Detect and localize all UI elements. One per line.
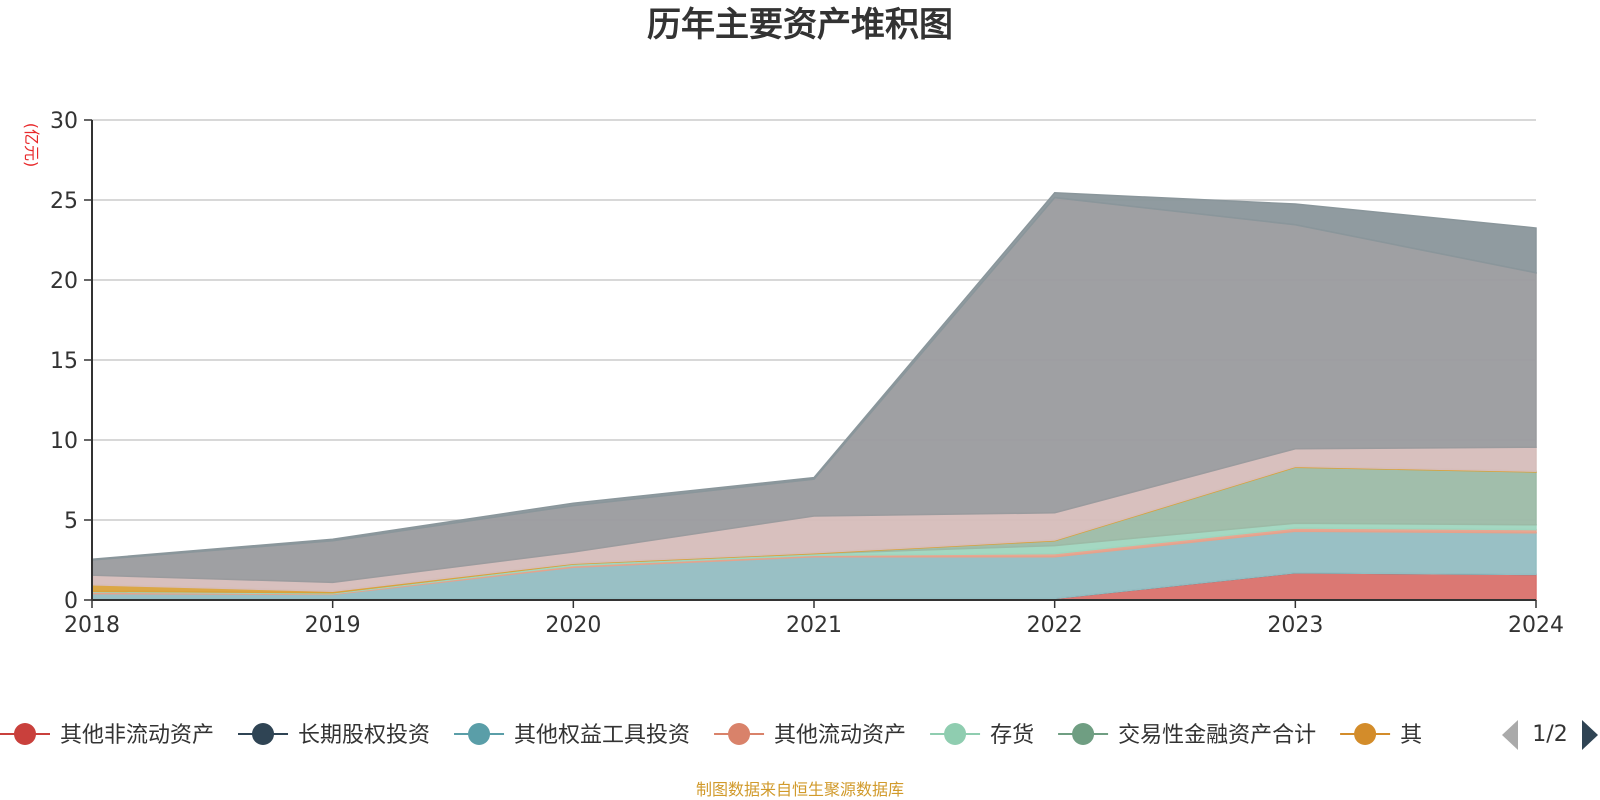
x-tick-label: 2019 [305,613,361,638]
legend-page-indicator: 1/2 [1532,722,1567,747]
y-tick-label: 30 [50,109,78,134]
x-tick-label: 2021 [786,613,842,638]
y-tick-label: 0 [64,589,78,614]
chart-title: 历年主要资产堆积图 [647,5,953,45]
legend-item[interactable]: 交易性金融资产合计 [1058,723,1316,748]
legend-marker-icon [468,723,491,745]
legend-label: 其他非流动资产 [60,723,214,748]
legend-marker-icon [728,723,751,745]
y-tick-label: 15 [50,349,78,374]
legend: 其他非流动资产 长期股权投资 其他权益工具投资 其他流动资产 存货 交易性金融资产合计 其 [0,723,1422,748]
legend-marker-icon [944,723,967,745]
legend-item[interactable]: 其他权益工具投资 [454,723,690,748]
legend-prev-icon[interactable] [1502,720,1518,750]
y-tick-label: 10 [50,429,78,454]
y-tick-label: 25 [50,189,78,214]
legend-label: 其他权益工具投资 [514,723,690,748]
legend-next-icon[interactable] [1582,720,1598,750]
legend-label: 存货 [990,723,1034,748]
legend-item[interactable]: 长期股权投资 [238,723,430,748]
legend-pager: 1/2 [1502,720,1598,750]
y-tick-label: 20 [50,269,78,294]
legend-label: 长期股权投资 [298,723,430,748]
y-tick-label: 5 [64,509,78,534]
x-tick-label: 2018 [64,613,120,638]
legend-item[interactable]: 其 [1340,723,1422,748]
x-tick-label: 2022 [1027,613,1083,638]
legend-item[interactable]: 存货 [930,723,1034,748]
legend-label: 交易性金融资产合计 [1118,723,1316,748]
area-series [91,192,1537,601]
x-tick-label: 2024 [1508,613,1564,638]
x-axis-ticks: 2018 2019 2020 2021 2022 2023 2024 [64,600,1564,638]
legend-marker-icon [1354,723,1377,745]
legend-label: 其他流动资产 [774,723,906,748]
x-tick-label: 2023 [1267,613,1323,638]
source-note: 制图数据来自恒生聚源数据库 [696,780,904,799]
y-axis-unit: (亿元) [22,123,41,168]
x-tick-label: 2020 [545,613,601,638]
legend-marker-icon [252,723,275,745]
legend-marker-icon [1072,723,1095,745]
legend-item[interactable]: 其他非流动资产 [0,723,214,748]
area-series-10[interactable] [91,192,1537,561]
legend-label: 其 [1400,723,1422,748]
legend-item[interactable]: 其他流动资产 [714,723,906,748]
legend-marker-icon [14,723,36,745]
y-axis-ticks: 0 5 10 15 20 25 30 [50,109,92,614]
